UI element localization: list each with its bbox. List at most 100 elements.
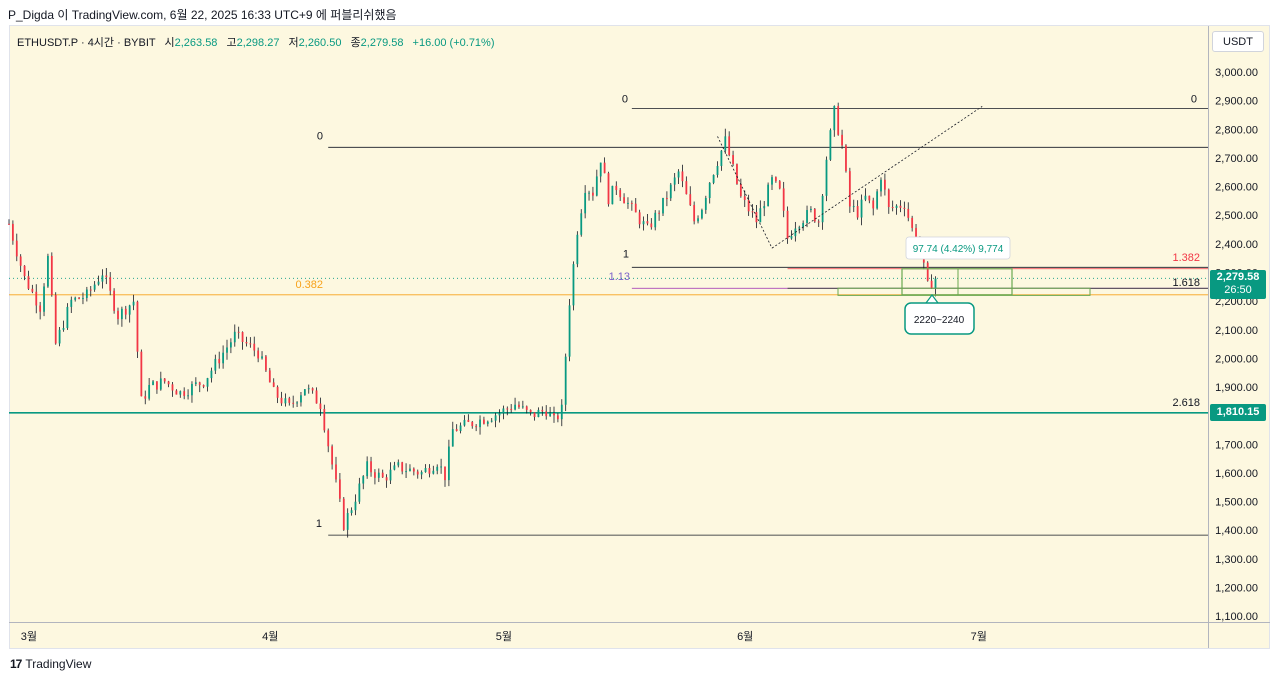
candle-body xyxy=(541,409,544,412)
candle-body xyxy=(848,171,851,207)
candle-body xyxy=(300,395,302,403)
candle-body xyxy=(926,262,929,281)
candle-body xyxy=(370,461,372,473)
candle-body xyxy=(140,351,143,397)
candle-body xyxy=(529,409,532,413)
candle-body xyxy=(603,162,606,174)
candle-body xyxy=(774,177,777,182)
candle-body xyxy=(545,411,548,417)
candle-body xyxy=(401,462,404,472)
y-tick-label: 2,700.00 xyxy=(1215,153,1258,165)
candle-body xyxy=(253,343,256,351)
candle-body xyxy=(354,501,357,511)
candle-body xyxy=(93,284,96,290)
candle-body xyxy=(50,255,53,295)
candle-body xyxy=(440,466,443,468)
candle-body xyxy=(323,409,326,431)
y-tick-label: 1,700.00 xyxy=(1215,439,1258,451)
candle-body xyxy=(296,402,298,404)
candle-body xyxy=(307,388,310,390)
candle-body xyxy=(872,200,875,209)
candle-body xyxy=(163,378,166,382)
last-price-value: 2,279.58 xyxy=(1216,271,1260,283)
open-value: 2,263.58 xyxy=(174,37,218,49)
candle-body xyxy=(249,343,252,345)
y-tick-label: 1,900.00 xyxy=(1215,382,1258,394)
candle-body xyxy=(350,510,353,514)
zone-callout[interactable] xyxy=(904,302,975,335)
candle-body xyxy=(736,164,738,184)
candle-body xyxy=(502,408,505,414)
candle-body xyxy=(187,395,189,397)
candle-body xyxy=(607,173,610,205)
candle-body xyxy=(257,350,260,359)
y-tick-label: 1,400.00 xyxy=(1215,525,1258,537)
candle-body xyxy=(611,185,614,205)
fib-level-label: 2.618 xyxy=(1172,397,1200,409)
candle-body xyxy=(447,446,450,481)
fib-level-label: 0.382 xyxy=(295,279,323,291)
candle-body xyxy=(669,184,672,199)
x-tick-label: 5월 xyxy=(496,630,512,643)
candle-body xyxy=(829,130,832,160)
candle-body xyxy=(837,106,840,135)
candle-body xyxy=(124,308,127,315)
candle-body xyxy=(907,208,910,218)
candle-body xyxy=(268,370,271,383)
candle-body xyxy=(377,472,380,478)
candle-body xyxy=(272,382,275,387)
candle-body xyxy=(665,197,668,199)
candle-body xyxy=(428,468,431,474)
candle-body xyxy=(599,162,602,177)
candle-body xyxy=(171,384,174,391)
candle-body xyxy=(934,278,937,289)
close-label: 종 xyxy=(350,37,361,49)
projection-line[interactable] xyxy=(717,136,773,249)
y-tick-label: 2,800.00 xyxy=(1215,124,1258,136)
candle-body xyxy=(74,297,77,300)
x-tick-label: 7월 xyxy=(971,630,987,643)
measure-box[interactable] xyxy=(901,268,1013,296)
high-value: 2,298.27 xyxy=(236,37,280,49)
candle-body xyxy=(732,155,734,165)
candle-body xyxy=(381,472,384,478)
close-value: 2,279.58 xyxy=(360,37,404,49)
candle-body xyxy=(560,404,563,420)
candle-body xyxy=(358,483,361,502)
candle-body xyxy=(743,196,746,201)
candle-body xyxy=(595,176,598,196)
candle-body xyxy=(619,190,622,198)
candle-body xyxy=(47,255,49,287)
candle-body xyxy=(860,199,863,218)
candle-body xyxy=(101,275,104,282)
candle-body xyxy=(113,290,116,311)
candle-body xyxy=(222,352,225,364)
candle-body xyxy=(568,305,571,357)
candle-body xyxy=(576,234,579,265)
candle-body xyxy=(786,210,789,239)
candle-body xyxy=(697,218,699,222)
chart-area[interactable] xyxy=(9,25,1270,649)
candle-body xyxy=(210,370,213,379)
candle-body xyxy=(580,213,583,235)
candle-body xyxy=(288,398,291,403)
countdown-value: 26:50 xyxy=(1224,284,1252,296)
candle-body xyxy=(638,212,641,225)
candle-body xyxy=(78,297,80,299)
candle-body xyxy=(191,383,193,396)
candle-body xyxy=(335,464,337,480)
candle-body xyxy=(117,310,119,320)
y-tick-label: 1,100.00 xyxy=(1215,611,1258,623)
currency-button[interactable]: USDT xyxy=(1212,31,1264,52)
symbol-label[interactable]: ETHUSDT.P · 4시간 · BYBIT xyxy=(17,37,156,49)
candle-body xyxy=(23,265,26,277)
candle-body xyxy=(525,406,528,410)
tradingview-logo-icon[interactable]: 17 xyxy=(10,657,22,671)
candle-body xyxy=(486,421,489,424)
candle-body xyxy=(654,212,657,228)
y-tick-label: 1,300.00 xyxy=(1215,554,1258,566)
candle-body xyxy=(689,194,692,206)
brand-name[interactable]: TradingView xyxy=(25,657,92,671)
candle-body xyxy=(412,468,415,472)
